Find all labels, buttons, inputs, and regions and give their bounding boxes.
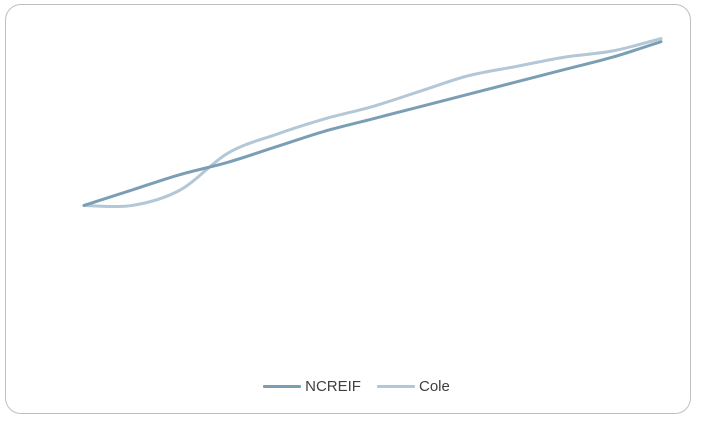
- legend-label-cole: Cole: [418, 378, 450, 395]
- legend-item-cole: Cole: [376, 378, 450, 395]
- legend-swatch-ncreif: [263, 385, 302, 388]
- chart-legend: NCREIF Cole: [0, 378, 713, 395]
- legend-label-ncreif: NCREIF: [305, 378, 361, 395]
- chart-area: [5, 4, 691, 414]
- series-line-cole: [82, 37, 663, 209]
- legend-swatch-cole: [376, 385, 415, 388]
- series-line-ncreif: [82, 40, 663, 207]
- legend-item-ncreif: NCREIF: [263, 378, 361, 395]
